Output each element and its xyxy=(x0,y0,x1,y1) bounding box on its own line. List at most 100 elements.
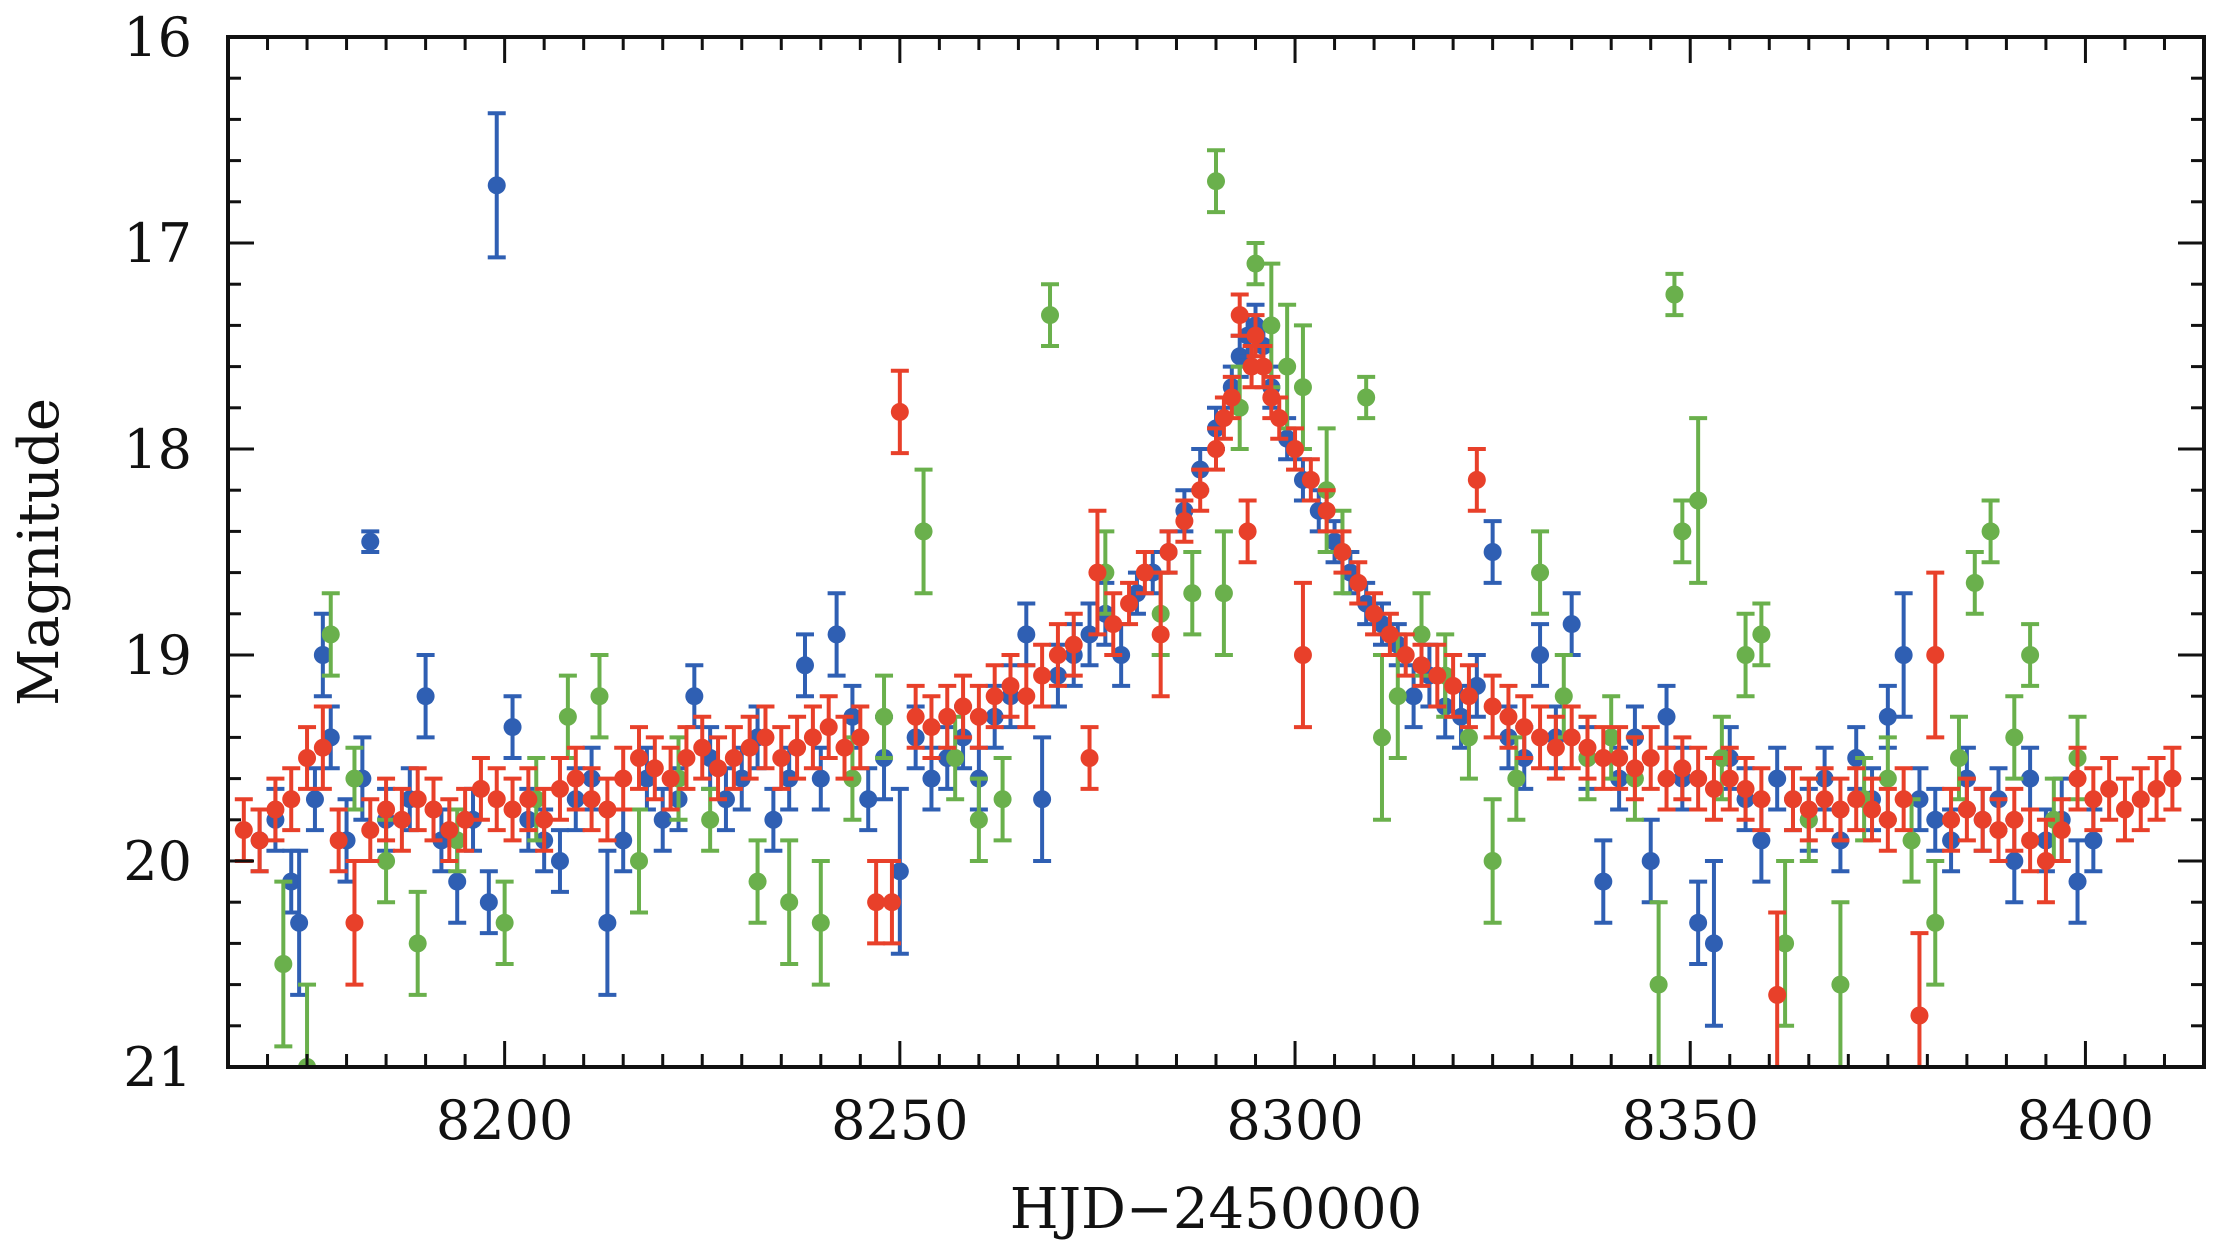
data-point xyxy=(1104,615,1123,634)
data-point xyxy=(1317,501,1336,520)
data-point xyxy=(1531,646,1550,664)
data-point xyxy=(305,790,324,809)
data-point xyxy=(1602,728,1621,747)
data-point xyxy=(614,831,633,850)
data-point xyxy=(803,728,822,747)
data-point xyxy=(313,646,332,664)
data-point xyxy=(1388,687,1407,706)
data-point xyxy=(2052,821,2071,840)
data-point xyxy=(448,872,467,891)
data-point xyxy=(1641,852,1660,870)
data-point xyxy=(1689,913,1708,932)
data-point xyxy=(2005,810,2024,829)
data-point xyxy=(1799,800,1818,819)
data-point xyxy=(1768,769,1787,788)
data-point xyxy=(471,779,490,798)
data-point xyxy=(2005,852,2024,870)
data-point xyxy=(345,913,364,932)
data-point xyxy=(590,687,609,706)
data-point xyxy=(1902,831,1921,850)
data-point xyxy=(1372,728,1391,747)
data-point xyxy=(1246,254,1265,273)
data-point xyxy=(1578,738,1597,757)
data-point xyxy=(1349,573,1368,592)
data-point xyxy=(274,955,293,973)
data-point xyxy=(1878,707,1897,726)
data-point xyxy=(1926,646,1945,664)
data-point xyxy=(1230,306,1249,325)
data-point xyxy=(1768,985,1787,1004)
data-point xyxy=(503,718,522,737)
x-tick-label: 8200 xyxy=(436,1089,573,1152)
data-point xyxy=(1783,790,1802,809)
data-point xyxy=(1017,687,1036,706)
data-point xyxy=(1894,790,1913,809)
data-point xyxy=(1222,388,1241,407)
data-point xyxy=(479,893,498,912)
data-point xyxy=(1973,810,1992,829)
data-point xyxy=(835,738,854,757)
data-point xyxy=(756,728,775,747)
data-point xyxy=(1238,522,1257,541)
data-point xyxy=(1017,625,1036,644)
data-point xyxy=(890,402,909,421)
data-point xyxy=(1546,738,1565,757)
data-point xyxy=(630,852,649,870)
y-axis-label: Magnitude xyxy=(7,398,72,706)
data-point xyxy=(1736,646,1755,664)
data-point xyxy=(1301,470,1320,489)
data-point xyxy=(1151,625,1170,644)
data-point xyxy=(1365,604,1384,623)
data-point xyxy=(748,872,767,891)
data-point xyxy=(1910,1006,1929,1025)
x-tick-label: 8350 xyxy=(1622,1089,1759,1152)
data-point xyxy=(1033,666,1052,685)
data-point xyxy=(392,810,411,829)
y-tick-label: 17 xyxy=(123,212,192,275)
data-point xyxy=(1752,831,1771,850)
data-point xyxy=(819,718,838,737)
data-point xyxy=(558,707,577,726)
data-point xyxy=(495,913,514,932)
data-point xyxy=(2115,800,2134,819)
data-point xyxy=(985,687,1004,706)
data-point xyxy=(1001,676,1020,695)
data-point xyxy=(598,913,617,932)
data-point xyxy=(440,821,459,840)
data-point xyxy=(1175,512,1194,531)
data-point xyxy=(2068,769,2087,788)
data-point xyxy=(914,522,933,541)
data-point xyxy=(408,790,427,809)
x-axis-ticks: 8200 8250 8300 8350 8400 xyxy=(266,37,2166,1152)
x-tick-label: 8250 xyxy=(831,1089,968,1152)
data-point xyxy=(1048,646,1067,664)
data-point xyxy=(954,697,973,716)
series-red xyxy=(234,292,2182,1067)
x-tick-label: 8300 xyxy=(1226,1089,1363,1152)
data-point xyxy=(867,893,886,912)
data-point xyxy=(969,707,988,726)
data-point xyxy=(2163,769,2182,788)
data-point xyxy=(993,790,1012,809)
y-tick-label: 21 xyxy=(123,1036,192,1099)
data-point xyxy=(361,532,380,551)
data-point xyxy=(2084,790,2103,809)
data-point xyxy=(1270,409,1289,428)
data-point xyxy=(1531,563,1550,582)
x-tick-label: 8400 xyxy=(2017,1089,2154,1152)
data-point xyxy=(1254,357,1273,376)
y-tick-label: 18 xyxy=(123,418,192,481)
y-tick-label: 19 xyxy=(123,624,192,687)
data-point xyxy=(811,913,830,932)
data-point xyxy=(1191,481,1210,500)
data-point xyxy=(780,893,799,912)
data-point xyxy=(313,738,332,757)
data-point xyxy=(1562,728,1581,747)
data-point xyxy=(503,800,522,819)
data-point xyxy=(1033,790,1052,809)
plot-area xyxy=(234,111,2182,1067)
data-point xyxy=(875,707,894,726)
data-point xyxy=(1878,769,1897,788)
data-point xyxy=(882,893,901,912)
